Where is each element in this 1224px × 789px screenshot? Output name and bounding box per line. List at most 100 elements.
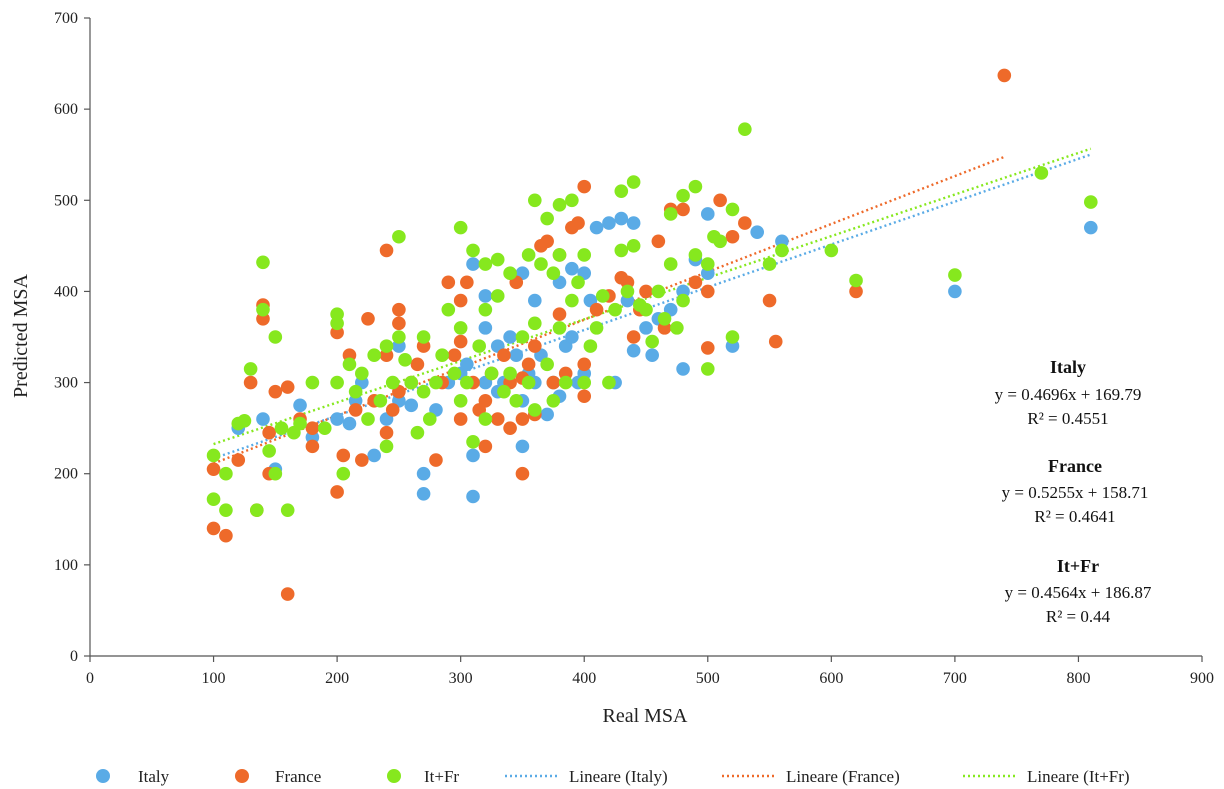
point-france [762, 293, 777, 308]
x-tick-label: 800 [1066, 670, 1090, 687]
point-italy [367, 448, 381, 463]
legend-label-lineare-italy: Lineare (Italy) [569, 767, 668, 786]
point-it-fr [367, 348, 381, 363]
point-france [460, 275, 474, 290]
point-france [379, 425, 394, 440]
point-france [441, 275, 456, 290]
x-tick-label: 400 [572, 670, 596, 687]
point-it-fr [472, 339, 487, 353]
point-italy [750, 225, 764, 239]
point-it-fr [478, 412, 493, 426]
point-it-fr [392, 229, 406, 244]
point-it-fr [249, 503, 264, 517]
point-france [348, 403, 363, 417]
point-it-fr [460, 375, 474, 390]
point-it-fr [206, 448, 221, 463]
point-it-fr [398, 352, 412, 367]
point-france [528, 339, 542, 353]
point-france [453, 412, 468, 426]
point-it-fr [503, 366, 517, 381]
point-italy [478, 289, 493, 303]
legend-label-itfr: It+Fr [424, 767, 459, 786]
point-it-fr [416, 330, 431, 344]
point-it-fr [317, 421, 332, 435]
point-italy [256, 412, 270, 426]
x-axis-title: Real MSA [603, 705, 689, 727]
point-it-fr [422, 412, 437, 426]
point-it-fr [262, 444, 276, 458]
x-tick-label: 900 [1190, 670, 1214, 687]
point-france [521, 357, 536, 372]
point-it-fr [342, 357, 357, 372]
point-it-fr [700, 257, 715, 271]
point-it-fr [651, 284, 666, 299]
point-it-fr [948, 268, 962, 282]
point-it-fr [565, 293, 579, 308]
point-it-fr [453, 321, 468, 335]
point-it-fr [614, 243, 629, 258]
point-it-fr [385, 375, 400, 390]
point-france [997, 68, 1012, 83]
point-italy [466, 448, 480, 463]
x-tick-label: 300 [449, 670, 473, 687]
point-it-fr [676, 293, 690, 308]
point-it-fr [509, 394, 524, 408]
point-france [355, 453, 369, 467]
point-france [497, 348, 511, 363]
point-italy [565, 261, 579, 276]
point-it-fr [546, 394, 561, 408]
point-it-fr [571, 275, 585, 290]
point-it-fr [589, 321, 604, 335]
point-it-fr [552, 248, 567, 262]
x-tick-label: 100 [202, 670, 226, 687]
point-it-fr [330, 316, 344, 331]
point-italy [342, 416, 357, 431]
point-italy [565, 330, 579, 344]
y-tick-label: 100 [54, 557, 78, 574]
point-it-fr [688, 179, 703, 194]
point-italy [460, 357, 474, 372]
point-it-fr [663, 207, 678, 221]
point-it-fr [849, 273, 863, 288]
legend-label-lineare-france: Lineare (France) [786, 767, 900, 786]
point-italy [466, 489, 480, 504]
point-it-fr [293, 416, 307, 431]
point-france [392, 316, 406, 331]
point-france [429, 453, 443, 467]
point-france [577, 389, 592, 404]
point-italy [293, 398, 307, 413]
annotation-itfr-equation: y = 0.4564x + 186.87 [1005, 583, 1152, 602]
point-it-fr [478, 257, 493, 271]
point-it-fr [453, 220, 468, 235]
point-france [336, 448, 351, 463]
point-it-fr [521, 375, 536, 390]
point-france [651, 234, 666, 249]
annotation-italy-equation: y = 0.4696x + 169.79 [995, 385, 1142, 404]
point-france [503, 421, 517, 435]
point-italy [645, 348, 659, 363]
point-france [268, 384, 283, 399]
point-italy [676, 362, 690, 376]
point-italy [589, 220, 604, 235]
point-france [231, 453, 246, 467]
point-france [515, 466, 530, 481]
x-tick-label: 0 [86, 670, 94, 687]
point-it-fr [404, 375, 419, 390]
point-france [305, 421, 320, 435]
point-it-fr [528, 403, 542, 417]
point-it-fr [484, 366, 499, 381]
point-it-fr [713, 234, 727, 249]
legend-label-lineare-itfr: Lineare (It+Fr) [1027, 767, 1130, 786]
point-it-fr [552, 321, 567, 335]
legend-item-lineare-italy: Lineare (Italy) [505, 767, 668, 786]
point-france [447, 348, 462, 363]
y-axis-title: Predicted MSA [10, 274, 32, 398]
point-it-fr [614, 184, 629, 198]
legend-label-italy: Italy [138, 767, 170, 786]
point-it-fr [435, 348, 449, 363]
point-it-fr [243, 362, 258, 376]
trendline-lineare-it-fr- [213, 147, 1092, 446]
legend-item-lineare-france: Lineare (France) [722, 767, 900, 786]
point-it-fr [330, 375, 344, 390]
point-france [330, 485, 344, 499]
